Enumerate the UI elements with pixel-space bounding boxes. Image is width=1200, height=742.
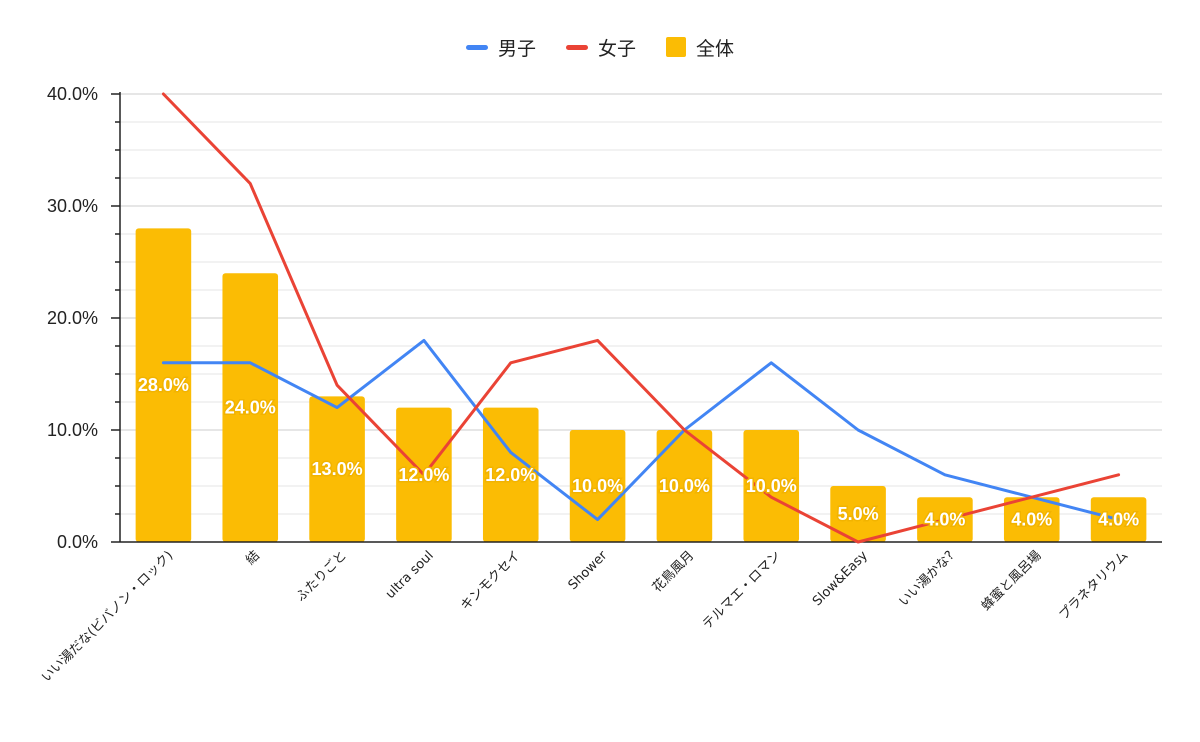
y-tick-label: 0.0% [57, 532, 98, 552]
data-label: 4.0% [1098, 510, 1139, 530]
data-label: 12.0% [485, 465, 536, 485]
x-tick-label: 結 [243, 548, 263, 568]
axes [111, 92, 1162, 543]
bar [309, 396, 365, 542]
legend-label-all: 全体 [696, 37, 735, 60]
bar [743, 430, 800, 542]
data-label: 12.0% [398, 465, 449, 485]
bar-series-all [135, 228, 1147, 542]
legend-item-girls: 女子 [565, 34, 636, 61]
legend-swatch-girls [565, 44, 588, 50]
x-tick-label: Slow&Easy [810, 548, 871, 609]
data-label: 10.0% [659, 476, 710, 496]
data-label: 24.0% [225, 398, 276, 418]
series-line [161, 92, 1121, 544]
line-series [161, 92, 1121, 544]
data-label: 13.0% [312, 459, 363, 479]
data-label: 10.0% [572, 476, 623, 496]
x-axis-ticks: いい湯だな(ビバノン・ロック) 結 ふたりごと ultra soul キンモクセイ Sho… [39, 548, 1131, 686]
bar [830, 486, 886, 542]
legend-item-boys: 男子 [465, 34, 536, 61]
y-tick-label: 40.0% [47, 84, 98, 104]
data-label: 4.0% [924, 510, 965, 530]
legend-label-boys: 男子 [497, 37, 536, 60]
bar [656, 430, 713, 542]
grid-lines [120, 93, 1162, 515]
bar [222, 273, 279, 542]
legend-item-all: 全体 [666, 34, 734, 61]
bar [569, 430, 626, 542]
x-tick-label: ふたりごと [293, 548, 350, 605]
x-tick-label: いい湯かな? [896, 548, 957, 609]
data-labels: 28.0% 24.0% 13.0% 12.0% 12.0% 10.0% 10.0% 10.0%… [136, 374, 1140, 531]
x-tick-label: キンモクセイ [458, 548, 523, 613]
y-tick-label: 10.0% [47, 420, 98, 440]
x-tick-label: いい湯だな(ビバノン・ロック) [39, 548, 176, 685]
data-label: 10.0% [746, 476, 797, 496]
bar [135, 228, 192, 542]
data-label: 5.0% [838, 504, 879, 524]
x-tick-label: 花鳥風月 [649, 548, 697, 596]
x-tick-label: ultra soul [383, 548, 437, 602]
bar [482, 407, 539, 542]
legend-swatch-all [666, 37, 686, 57]
series-line [161, 338, 1121, 522]
data-label: 28.0% [138, 375, 189, 395]
x-tick-label: テルマエ・ロマン [700, 548, 784, 632]
chart-legend: 男子 女子 全体 [0, 32, 1200, 62]
x-tick-label: プラネタリウム [1056, 548, 1131, 623]
bar [1003, 497, 1060, 542]
legend-label-girls: 女子 [597, 37, 636, 60]
data-label: 4.0% [1011, 510, 1052, 530]
legend-swatch-boys [465, 44, 488, 50]
y-tick-label: 30.0% [47, 196, 98, 216]
x-tick-label: Shower [566, 548, 611, 593]
x-tick-label: 蜂蜜と風呂場 [979, 548, 1045, 614]
y-axis-ticks: 0.0% 10.0% 20.0% 30.0% 40.0% [47, 84, 98, 552]
y-tick-label: 20.0% [47, 308, 98, 328]
